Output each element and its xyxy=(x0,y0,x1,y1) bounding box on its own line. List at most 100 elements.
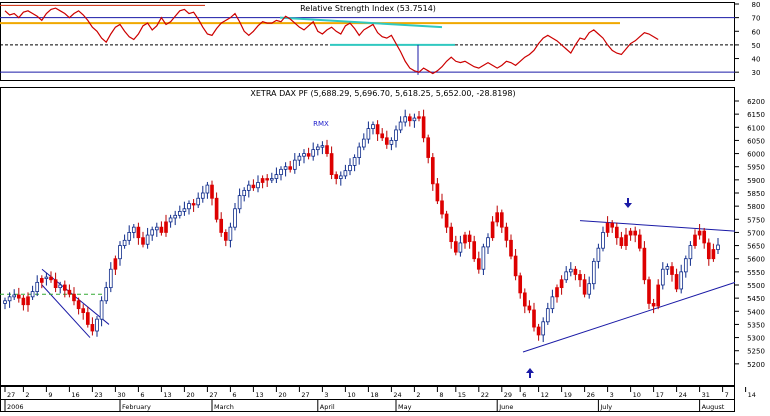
candle xyxy=(417,110,421,122)
candle-body-down xyxy=(476,258,481,270)
candle xyxy=(338,171,343,186)
candle xyxy=(412,113,417,128)
period-label: 2006 xyxy=(7,403,24,411)
candle-body-down xyxy=(513,255,518,277)
candle-body-up xyxy=(131,226,136,233)
candle-body-up xyxy=(187,203,191,210)
candle xyxy=(3,297,7,310)
candle xyxy=(187,200,191,215)
candle-body-up xyxy=(173,214,178,219)
candle xyxy=(665,263,670,276)
candle-body-down xyxy=(499,212,504,228)
candle xyxy=(591,258,596,290)
candle-body-up xyxy=(394,129,398,141)
candle-body-down xyxy=(81,308,86,313)
x-tick-label: 23 xyxy=(94,391,102,399)
candle xyxy=(104,281,109,304)
candle xyxy=(527,300,532,314)
candle xyxy=(16,287,21,303)
rsi-panel: Relative Strength Index (53.7514) 30 40 50… xyxy=(0,1,760,81)
candle-body-up xyxy=(118,245,122,260)
candle-body-up xyxy=(587,283,592,295)
candle-body-up xyxy=(205,184,210,194)
candle xyxy=(81,304,86,320)
candle xyxy=(76,297,81,315)
candle-body-down xyxy=(219,218,224,233)
candle-body-down xyxy=(702,230,707,244)
candle xyxy=(67,284,72,298)
candle-body-down xyxy=(633,230,638,236)
candle-body-down xyxy=(706,242,711,260)
rsi-title: Relative Strength Index (53.7514) xyxy=(300,4,436,13)
candle xyxy=(545,302,550,325)
candle xyxy=(426,134,431,164)
candle xyxy=(550,289,555,314)
candle xyxy=(697,224,702,240)
period-label: April xyxy=(320,403,335,411)
candle-body-up xyxy=(44,276,49,280)
candle xyxy=(430,153,435,191)
candle xyxy=(637,229,642,252)
candle xyxy=(495,205,500,227)
candle xyxy=(343,164,348,180)
candle xyxy=(398,116,403,134)
candle-body-down xyxy=(573,268,578,275)
candle xyxy=(536,323,541,341)
candle-body-down xyxy=(210,184,214,199)
candle xyxy=(587,276,592,299)
candle-body-down xyxy=(536,326,541,336)
x-tick-label: 18 xyxy=(370,391,378,399)
candle-body-down xyxy=(532,309,536,328)
candle xyxy=(49,271,53,283)
candle-body-down xyxy=(16,294,21,299)
candle-body-down xyxy=(504,226,509,241)
candle xyxy=(711,243,716,262)
candle-body-up xyxy=(274,174,279,179)
candle-body-up xyxy=(311,149,316,157)
x-tick-label: 16 xyxy=(71,391,79,399)
price-tick-label: 5450 xyxy=(747,295,765,303)
candle xyxy=(35,275,40,297)
price-tick-label: 6050 xyxy=(747,137,765,145)
rsi-tick-label: 70 xyxy=(752,15,761,23)
candle-body-down xyxy=(711,249,716,260)
x-tick-label: 22 xyxy=(481,391,489,399)
candle xyxy=(596,243,601,269)
candle-body-up xyxy=(371,124,375,129)
candle xyxy=(472,235,477,262)
candle xyxy=(265,174,270,187)
candle xyxy=(99,296,104,327)
candle-body-up xyxy=(302,153,306,157)
candle-body-down xyxy=(67,289,72,295)
candle xyxy=(325,139,329,157)
price-tick-label: 6150 xyxy=(747,111,765,119)
candle xyxy=(334,171,339,185)
candle xyxy=(605,216,610,237)
candle xyxy=(435,178,440,205)
candle-body-down xyxy=(334,174,339,179)
candle-body-up xyxy=(665,266,670,270)
x-tick-label: 27 xyxy=(301,391,309,399)
x-tick-label: 24 xyxy=(393,391,401,399)
candle xyxy=(568,262,573,277)
candle xyxy=(490,216,495,241)
price-tick-label: 5300 xyxy=(747,335,765,343)
candle xyxy=(311,142,316,161)
candle-body-down xyxy=(426,137,431,158)
candle xyxy=(407,113,412,127)
candle xyxy=(458,235,463,257)
candle xyxy=(656,279,661,310)
candle xyxy=(113,255,118,276)
candle-body-up xyxy=(320,145,325,148)
candle-body-down xyxy=(605,222,610,233)
candle xyxy=(628,227,633,241)
price-tick-label: 5650 xyxy=(747,243,765,251)
candle xyxy=(26,292,30,312)
period-label: May xyxy=(398,403,412,411)
candle xyxy=(12,289,17,300)
candle-body-down xyxy=(440,200,444,215)
candle xyxy=(509,234,513,260)
candle-body-up xyxy=(366,128,371,140)
period-label: February xyxy=(122,403,151,411)
